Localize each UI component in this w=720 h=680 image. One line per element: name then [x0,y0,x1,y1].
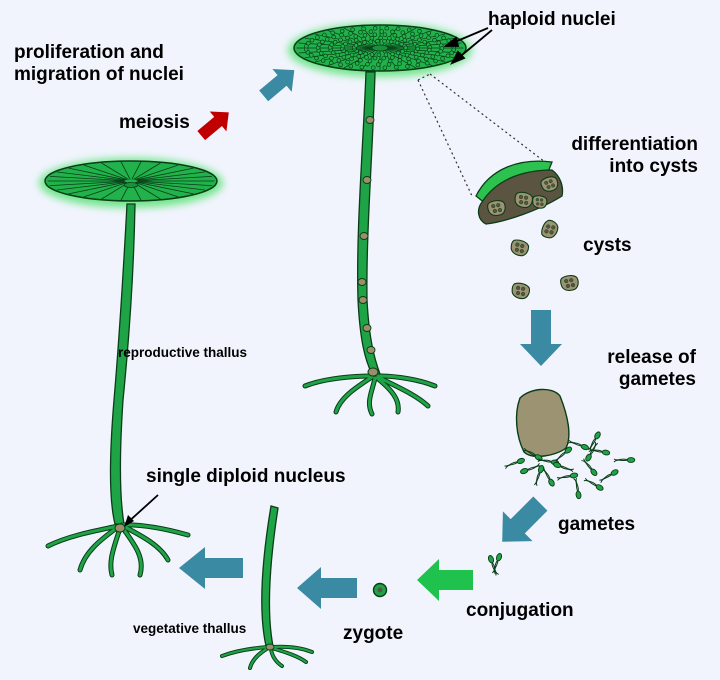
label-haploid-nuclei: haploid nuclei [488,9,616,30]
reproductive-thallus [39,158,223,578]
label-conjugation: conjugation [466,600,574,621]
top-rhizoids-fill [303,374,437,416]
left-stalk [109,203,136,525]
label-vegetative-thallus: vegetative thallus [133,621,247,636]
zoom-lines [417,73,546,197]
left-rhizoids-fill [46,523,190,577]
label-proliferation: proliferation and migration of nuclei [14,42,184,85]
label-meiosis: meiosis [119,112,190,133]
diploid-nucleus-pointer-head [124,515,134,527]
gamete-cloud [504,431,636,500]
label-release-of-gametes: release of gametes [607,347,696,390]
arrow-zygote-to-vegetative [297,567,357,609]
arrow-vegetative-to-reproductive [179,547,243,589]
arrow-proliferation [259,68,295,102]
label-single-diploid-nucleus: single diploid nucleus [146,466,346,487]
arrow-meiosis [197,111,229,141]
left-cap [39,158,223,208]
cap-section-with-cysts [475,160,564,225]
haploid-nuclei-pointers [443,27,493,65]
open-cyst [515,388,570,458]
vegetative-thallus [220,505,314,670]
arrow-gametes [502,496,548,542]
top-cap [288,23,472,77]
arrow-conjugation [417,559,473,601]
label-reproductive-thallus: reproductive thallus [118,345,248,360]
multinucleate-thallus [288,23,472,417]
label-zygote: zygote [343,623,404,644]
arrow-release [520,310,562,366]
conjugating-gametes [487,553,503,576]
zygote-cell [372,582,388,598]
stalk-base-nucleus [367,367,379,377]
loose-cysts [510,219,579,300]
label-gametes: gametes [558,514,636,535]
label-cysts: cysts [583,235,632,256]
label-differentiation: differentiation into cysts [571,134,698,177]
diploid-nucleus [114,523,126,533]
